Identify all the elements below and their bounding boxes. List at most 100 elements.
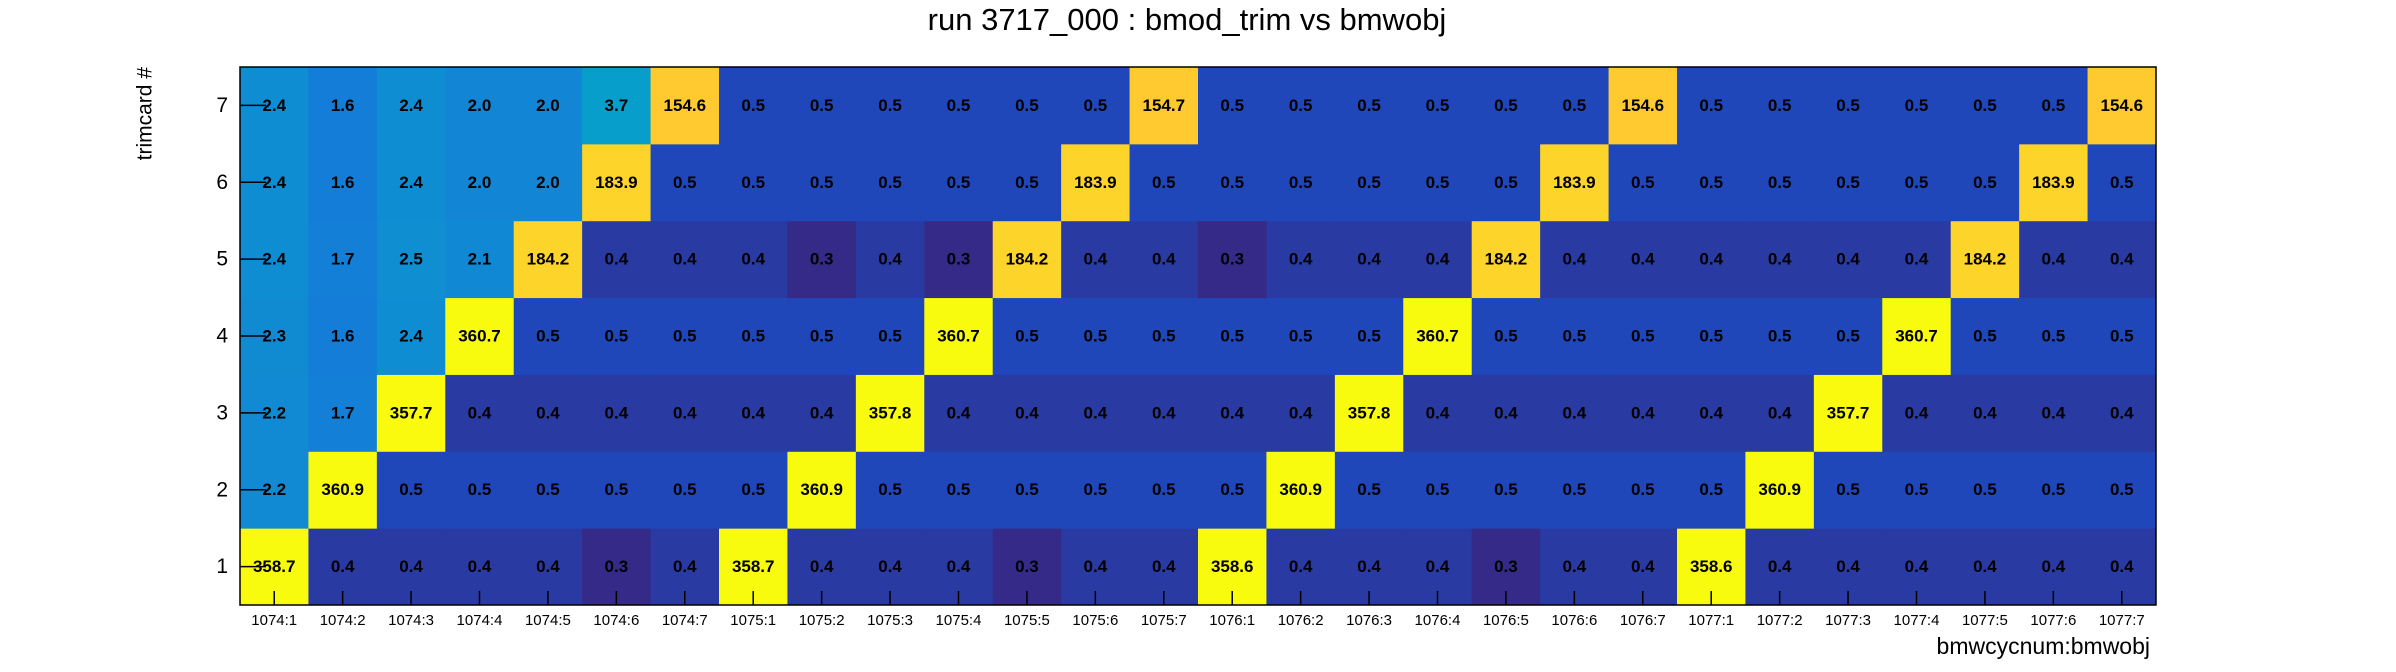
cell-label: 360.9 <box>800 480 843 499</box>
cell-label: 0.4 <box>741 403 765 422</box>
heatmap-cell <box>1813 297 1883 375</box>
cell-label: 0.5 <box>2110 173 2134 192</box>
cell-label: 0.4 <box>1084 250 1108 269</box>
heatmap-cell <box>513 220 583 299</box>
heatmap-cell <box>1198 297 1267 375</box>
cell-label: 0.5 <box>1836 326 1860 345</box>
heatmap-cell <box>992 451 1062 529</box>
y-tick-label: 2 <box>216 478 228 501</box>
cell-label: 0.4 <box>1152 250 1176 269</box>
cell-label: 0.4 <box>1563 557 1587 576</box>
cell-label: 360.7 <box>1895 326 1938 345</box>
heatmap-cell <box>1471 297 1541 375</box>
chart-title: run 3717_000 : bmod_trim vs bmwobj <box>928 2 1447 37</box>
heatmap-cell <box>719 374 788 452</box>
cell-label: 0.4 <box>1289 403 1313 422</box>
x-tick-label: 1074:3 <box>388 612 434 629</box>
heatmap-cell <box>2019 67 2089 145</box>
cell-label: 358.7 <box>732 557 775 576</box>
heatmap-cell <box>924 451 994 529</box>
cell-label: 2.4 <box>399 326 423 345</box>
heatmap-cell <box>513 451 583 529</box>
x-tick-label: 1076:3 <box>1346 612 1392 629</box>
cell-label: 0.4 <box>1494 403 1518 422</box>
heatmap-cell <box>787 297 857 375</box>
heatmap-cell <box>376 143 446 222</box>
cell-label: 2.4 <box>399 173 423 192</box>
heatmap-cell <box>1471 451 1541 529</box>
cell-label: 0.4 <box>1836 557 1860 576</box>
cell-label: 0.5 <box>741 480 765 499</box>
heatmap-cell <box>308 143 378 222</box>
heatmap-cell <box>650 220 720 299</box>
cell-label: 0.5 <box>1631 326 1655 345</box>
cell-label: 154.6 <box>664 96 707 115</box>
cell-label: 2.5 <box>399 250 423 269</box>
x-tick-label: 1076:2 <box>1278 612 1324 629</box>
cell-label: 0.5 <box>1836 96 1860 115</box>
heatmap-cell <box>1882 297 1952 375</box>
cell-label: 2.2 <box>262 403 286 422</box>
heatmap-cell <box>1677 143 1746 222</box>
heatmap-cell <box>1608 143 1678 222</box>
cell-label: 1.7 <box>331 403 355 422</box>
cell-label: 0.5 <box>605 480 629 499</box>
cell-label: 2.4 <box>262 173 286 192</box>
cell-label: 360.7 <box>937 326 980 345</box>
heatmap-cell <box>992 374 1062 452</box>
x-tick-label: 1074:7 <box>662 612 708 629</box>
heatmap-cell <box>1813 67 1883 145</box>
heatmap-cell <box>1745 451 1815 529</box>
heatmap-cell <box>2019 451 2089 529</box>
cell-label: 0.5 <box>1563 326 1587 345</box>
heatmap-cell <box>2087 67 2157 145</box>
cell-label: 183.9 <box>595 173 638 192</box>
cell-label: 0.5 <box>947 173 971 192</box>
heatmap-cell <box>1608 67 1678 145</box>
heatmap-cell <box>1061 67 1131 145</box>
cell-label: 0.5 <box>1836 480 1860 499</box>
cell-label: 0.4 <box>1357 557 1381 576</box>
cell-label: 358.6 <box>1690 557 1733 576</box>
heatmap-cell <box>1813 374 1883 452</box>
cell-label: 0.4 <box>1084 557 1108 576</box>
cell-label: 0.5 <box>1768 326 1792 345</box>
heatmap-cell <box>582 451 652 529</box>
heatmap-cell <box>855 143 925 222</box>
heatmap-cell <box>855 451 925 529</box>
cell-label: 0.5 <box>536 326 560 345</box>
x-tick-label: 1077:4 <box>1894 612 1940 629</box>
x-tick-label: 1076:1 <box>1209 612 1255 629</box>
cell-label: 0.5 <box>2042 326 2066 345</box>
heatmap-cell <box>855 220 925 299</box>
cell-label: 0.3 <box>947 250 971 269</box>
cell-label: 0.4 <box>399 557 423 576</box>
heatmap-cell <box>1540 67 1610 145</box>
cell-label: 358.6 <box>1211 557 1254 576</box>
cell-label: 0.5 <box>741 173 765 192</box>
cell-label: 0.5 <box>1015 96 1039 115</box>
cell-label: 1.6 <box>331 173 355 192</box>
heatmap-cell <box>855 67 925 145</box>
heatmap-cell <box>1540 143 1610 222</box>
cell-label: 0.3 <box>1015 557 1039 576</box>
cell-label: 0.4 <box>536 403 560 422</box>
y-tick-label: 1 <box>216 555 228 578</box>
heatmap-cell <box>376 297 446 375</box>
heatmap-cell <box>719 220 788 299</box>
cell-label: 0.4 <box>810 557 834 576</box>
cell-label: 0.5 <box>1357 480 1381 499</box>
x-tick-label: 1077:5 <box>1962 612 2008 629</box>
cell-label: 0.4 <box>468 557 492 576</box>
cell-label: 0.5 <box>1426 96 1450 115</box>
cell-label: 183.9 <box>1074 173 1117 192</box>
cell-label: 0.4 <box>1289 250 1313 269</box>
cell-label: 0.4 <box>673 557 697 576</box>
cell-label: 0.3 <box>1220 250 1244 269</box>
heatmap-cell <box>1471 143 1541 222</box>
heatmap-cell <box>376 374 446 452</box>
heatmap-cell <box>1608 297 1678 375</box>
heatmap-cell <box>1198 374 1267 452</box>
cell-label: 357.7 <box>390 403 433 422</box>
cell-label: 0.5 <box>1426 173 1450 192</box>
